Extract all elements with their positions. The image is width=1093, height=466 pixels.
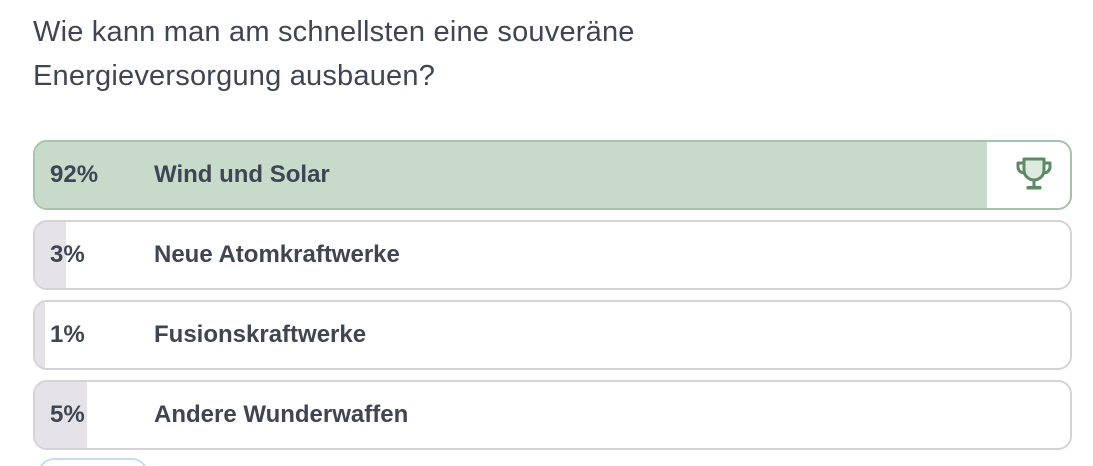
poll-option-bar-fill: [35, 382, 87, 448]
poll-option-percent: 5%: [50, 401, 85, 428]
poll-option-percent: 1%: [50, 321, 85, 348]
poll-option-percent: 3%: [50, 241, 85, 268]
poll-option-bar-fill: [35, 222, 67, 288]
poll-option-bar-fill: [35, 302, 46, 368]
poll-question: Wie kann man am schnellsten eine souverä…: [33, 16, 635, 92]
poll-option-wind-und-solar[interactable]: 92% Wind und Solar: [33, 140, 1072, 210]
trophy-icon: [1016, 157, 1052, 190]
poll-option-label: Andere Wunderwaffen: [154, 401, 409, 428]
poll-option-label: Fusionskraftwerke: [154, 321, 367, 348]
poll-option-bar-fill: [35, 142, 988, 208]
partial-button[interactable]: [38, 458, 148, 466]
poll-option-percent: 92%: [50, 161, 99, 188]
poll-option-neue-atomkraftwerke[interactable]: 3% Neue Atomkraftwerke: [33, 220, 1072, 290]
poll-option-label: Wind und Solar: [154, 161, 330, 188]
poll-option-label: Neue Atomkraftwerke: [154, 241, 400, 268]
poll-option-andere-wunderwaffen[interactable]: 5% Andere Wunderwaffen: [33, 380, 1072, 450]
poll-results-list: 92% Wind und Solar 3% Neue Atomkraftwerk…: [33, 140, 1072, 460]
poll-option-fusionskraftwerke[interactable]: 1% Fusionskraftwerke: [33, 300, 1072, 370]
